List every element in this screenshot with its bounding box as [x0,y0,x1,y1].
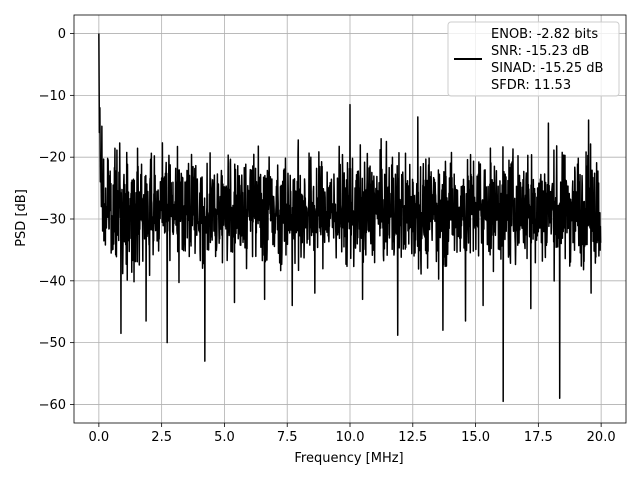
x-tick-label-6: 15.0 [461,430,490,445]
y-axis-ticks: 0 −10 −20 −30 −40 −50 −60 [39,27,74,413]
y-tick-label-0: 0 [58,27,66,42]
legend-sfdr: SFDR: 11.53 [491,78,571,93]
y-tick-label-6: −60 [39,398,66,413]
x-tick-label-0: 0.0 [89,430,110,445]
x-tick-label-7: 17.5 [524,430,553,445]
legend-snr: SNR: -15.23 dB [491,44,589,59]
y-tick-label-3: −30 [39,213,66,228]
legend: ENOB: -2.82 bits SNR: -15.23 dB SINAD: -… [447,21,620,97]
legend-enob: ENOB: -2.82 bits [491,27,598,42]
series-line [98,33,602,403]
y-tick-label-2: −20 [39,151,66,166]
y-axis-label: PSD [dB] [14,189,29,247]
y-tick-label-5: −50 [39,336,66,351]
x-tick-label-3: 7.5 [277,430,298,445]
legend-sinad: SINAD: -15.25 dB [491,61,603,76]
series-psd [98,33,602,403]
x-tick-label-8: 20.0 [587,430,616,445]
y-tick-label-4: −40 [39,274,66,289]
x-tick-label-4: 10.0 [336,430,365,445]
x-axis-ticks: 0.0 2.5 5.0 7.5 10.0 12.5 15.0 17.5 20.0 [89,423,616,445]
y-tick-label-1: −10 [39,89,66,104]
x-tick-label-2: 5.0 [214,430,235,445]
legend-box [447,21,620,97]
x-tick-label-5: 12.5 [398,430,427,445]
x-tick-label-1: 2.5 [151,430,172,445]
x-axis-label: Frequency [MHz] [294,451,403,466]
